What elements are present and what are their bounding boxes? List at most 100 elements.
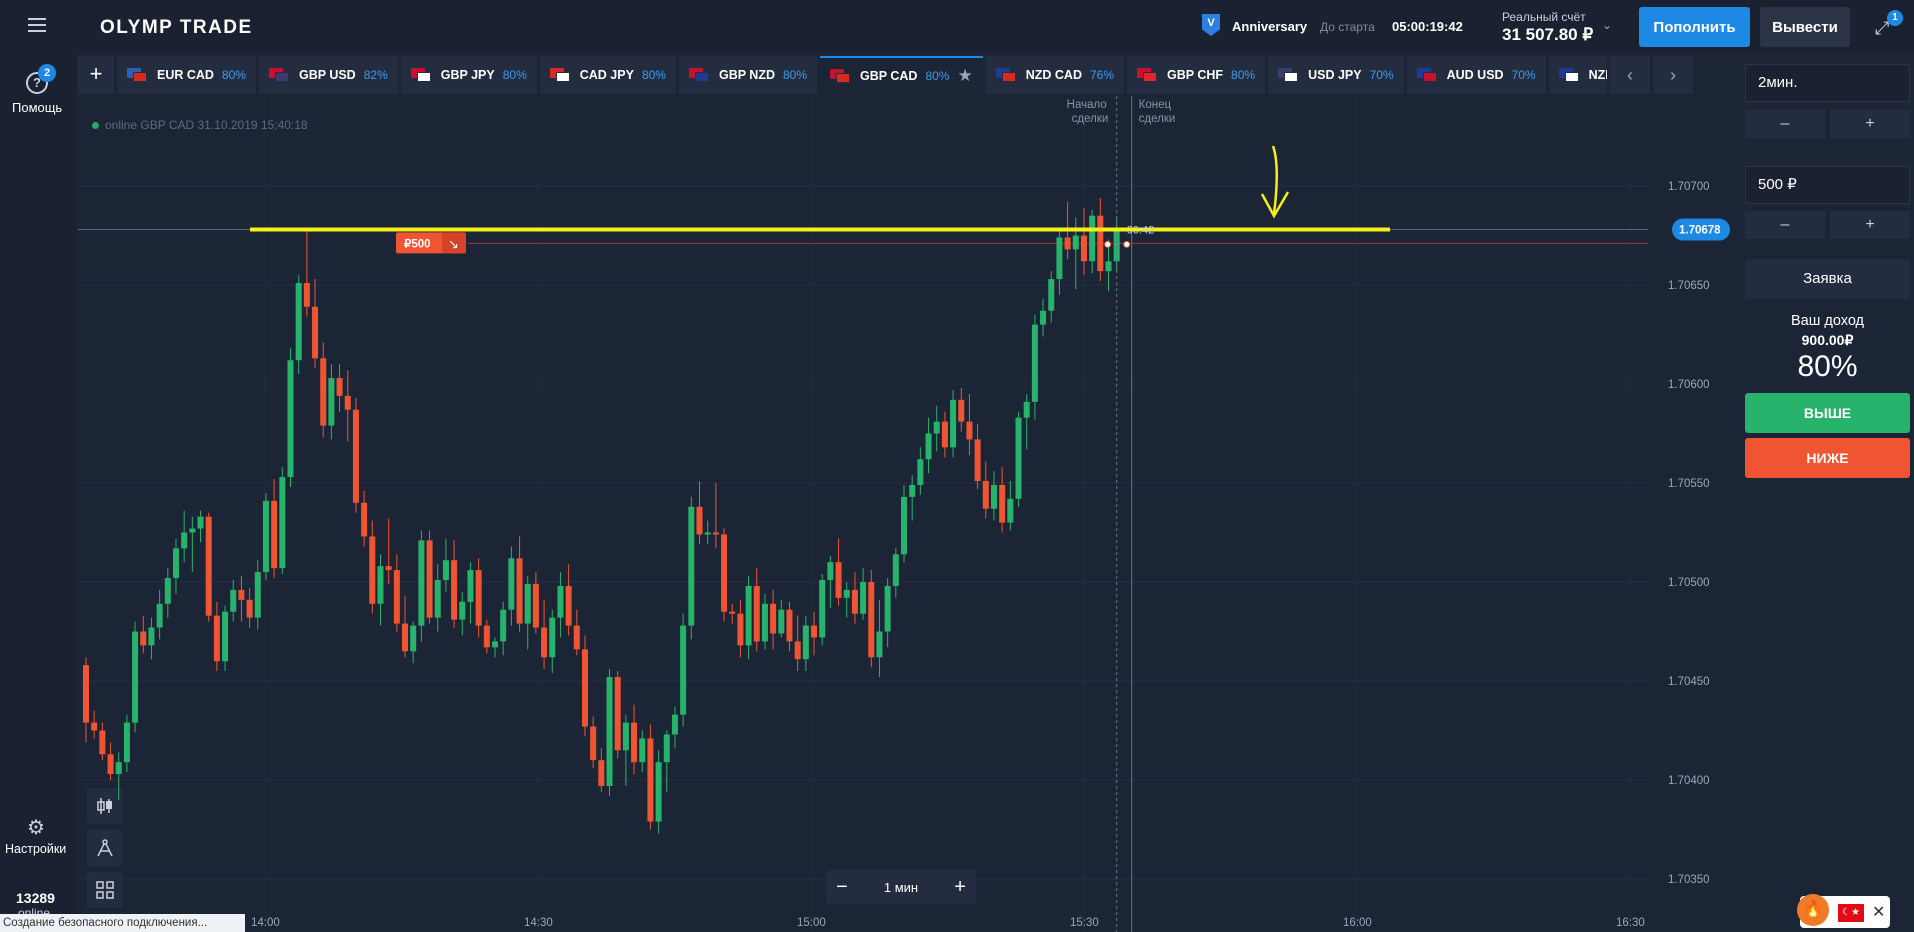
candle-body <box>786 609 793 642</box>
tab-gbp-cad[interactable]: GBP CAD 80% ★ <box>820 56 983 94</box>
candle-body <box>369 536 376 604</box>
deposit-button[interactable]: Пополнить <box>1639 7 1750 47</box>
tab-asset-name: NZD CAD <box>1025 68 1082 82</box>
candle-body <box>1080 235 1087 262</box>
zoom-out-button[interactable]: − <box>836 875 848 898</box>
zoom-in-button[interactable]: + <box>954 875 966 898</box>
candle-body <box>581 649 588 727</box>
tab-cad-jpy[interactable]: CAD JPY 80% <box>539 56 676 94</box>
star-icon[interactable]: ★ <box>957 66 973 85</box>
trade-period-label: Начало <box>1067 99 1107 111</box>
account-type-label[interactable]: Реальный счёт <box>1502 10 1586 24</box>
status-badge-icon[interactable]: V <box>1202 14 1220 36</box>
amount-plus-button[interactable]: + <box>1830 211 1910 239</box>
grid-layout-icon[interactable] <box>87 872 123 908</box>
settings-label[interactable]: Настройки <box>5 842 67 856</box>
duration-field[interactable]: 2мин. <box>1745 64 1910 102</box>
fire-icon[interactable]: 🔥 <box>1797 894 1829 926</box>
candle-body <box>688 506 695 626</box>
y-tick-label: 1.70650 <box>1668 280 1710 292</box>
withdraw-button[interactable]: Вывести <box>1760 7 1850 47</box>
candle-body <box>1089 215 1096 262</box>
candle-body <box>590 726 597 761</box>
candle-body <box>99 730 106 755</box>
tab-gbp-jpy[interactable]: GBP JPY 80% <box>400 56 537 94</box>
higher-button[interactable]: ВЫШЕ <box>1745 393 1910 433</box>
tab-next-icon[interactable]: › <box>1653 56 1693 94</box>
tab-aud-usd[interactable]: AUD USD 70% <box>1406 56 1546 94</box>
y-tick-label: 1.70350 <box>1668 874 1710 886</box>
candle-body <box>1007 498 1014 523</box>
x-tick-label: 15:30 <box>1070 917 1099 929</box>
candle-body <box>434 580 441 618</box>
logo[interactable]: OLYMP TRADE <box>100 17 253 38</box>
candle-body <box>737 613 744 646</box>
amount-field[interactable]: 500 ₽ <box>1745 166 1910 204</box>
drawing-tools-icon[interactable] <box>87 830 123 866</box>
online-count: 13289 <box>16 890 55 906</box>
connection-status: Создание безопасного подключения... <box>0 914 245 932</box>
income-percent: 80% <box>1797 350 1858 383</box>
tab-payout: 80% <box>502 68 527 82</box>
candle-body <box>696 506 703 535</box>
y-tick-label: 1.70450 <box>1668 676 1710 688</box>
tab-gbp-usd[interactable]: GBP USD 82% <box>258 56 398 94</box>
candle-body <box>655 762 662 822</box>
tab-usd-jpy[interactable]: USD JPY 70% <box>1268 56 1404 94</box>
hamburger-menu-icon[interactable] <box>28 18 46 32</box>
candle-body <box>982 481 989 509</box>
candle-body <box>459 601 466 620</box>
trade-timer: 00:42 <box>1127 225 1155 237</box>
order-button[interactable]: Заявка <box>1745 259 1910 299</box>
price-chart[interactable]: 1.70700 1.70650 1.70600 1.70550 1.70500 1.704… <box>78 96 1730 932</box>
status-name[interactable]: Anniversary <box>1232 19 1308 34</box>
chart-status-text: online GBP CAD 31.10.2019 15:40:18 <box>105 118 308 132</box>
candle-body <box>303 283 310 307</box>
amount-minus-button[interactable]: – <box>1745 211 1825 239</box>
zoom-label[interactable]: 1 мин <box>883 879 919 895</box>
turkey-flag-icon[interactable]: ☾★ <box>1838 904 1864 922</box>
candle-body <box>312 306 319 359</box>
gear-icon[interactable]: ⚙ <box>27 817 45 839</box>
candle-body <box>123 722 130 763</box>
tab-prev-icon[interactable]: ‹ <box>1610 56 1650 94</box>
candlestick-icon[interactable] <box>87 788 123 824</box>
candle-body <box>492 641 498 648</box>
close-icon[interactable]: ✕ <box>1872 904 1886 921</box>
tab-payout: 80% <box>925 69 950 83</box>
lower-button[interactable]: НИЖЕ <box>1745 438 1910 478</box>
candle-body <box>205 516 212 616</box>
x-tick-label: 15:00 <box>797 917 826 929</box>
candle-body <box>639 738 646 763</box>
help-icon[interactable]: ? <box>26 72 48 94</box>
tab-list: EUR CAD 80% GBP USD 82% GBP JPY 80% CAD JPY 80%… <box>117 56 1607 94</box>
candle-body <box>262 500 269 573</box>
candle-body <box>295 283 302 361</box>
duration-minus-button[interactable]: – <box>1745 110 1825 138</box>
duration-plus-button[interactable]: + <box>1830 110 1910 138</box>
notification-badge[interactable]: 1 <box>1887 10 1903 26</box>
help-label[interactable]: Помощь <box>12 100 63 115</box>
zoom-control: − 1 мин + <box>826 870 976 904</box>
top-bar: OLYMP TRADE V Anniversary До старта 05:0… <box>0 0 1914 54</box>
candle-body <box>704 532 711 535</box>
fullscreen-icon[interactable]: ⤢ <box>1875 18 1890 38</box>
candle-body <box>1097 215 1104 272</box>
tab-gbp-nzd[interactable]: GBP NZD 80% <box>678 56 818 94</box>
candle-body <box>622 722 629 751</box>
candle-body <box>352 409 359 503</box>
account-balance[interactable]: 31 507.80 ₽ <box>1502 25 1594 44</box>
tab-nzd-cad[interactable]: NZD CAD 76% <box>985 56 1125 94</box>
tab-gbp-chf[interactable]: GBP CHF 80% <box>1127 56 1266 94</box>
chart-svg[interactable]: 1.70700 1.70650 1.70600 1.70550 1.70500 1.704… <box>78 96 1730 932</box>
add-tab-button[interactable]: + <box>78 56 114 94</box>
candle-body <box>876 631 883 658</box>
candle-body <box>320 358 327 426</box>
candle-body <box>598 760 605 786</box>
tab-eur-cad[interactable]: EUR CAD 80% <box>117 56 256 94</box>
candle-body <box>361 502 368 537</box>
current-price-badge <box>1672 218 1730 241</box>
currency-flag-icon <box>1137 68 1158 82</box>
chevron-down-icon[interactable]: ⌄ <box>1602 18 1613 32</box>
